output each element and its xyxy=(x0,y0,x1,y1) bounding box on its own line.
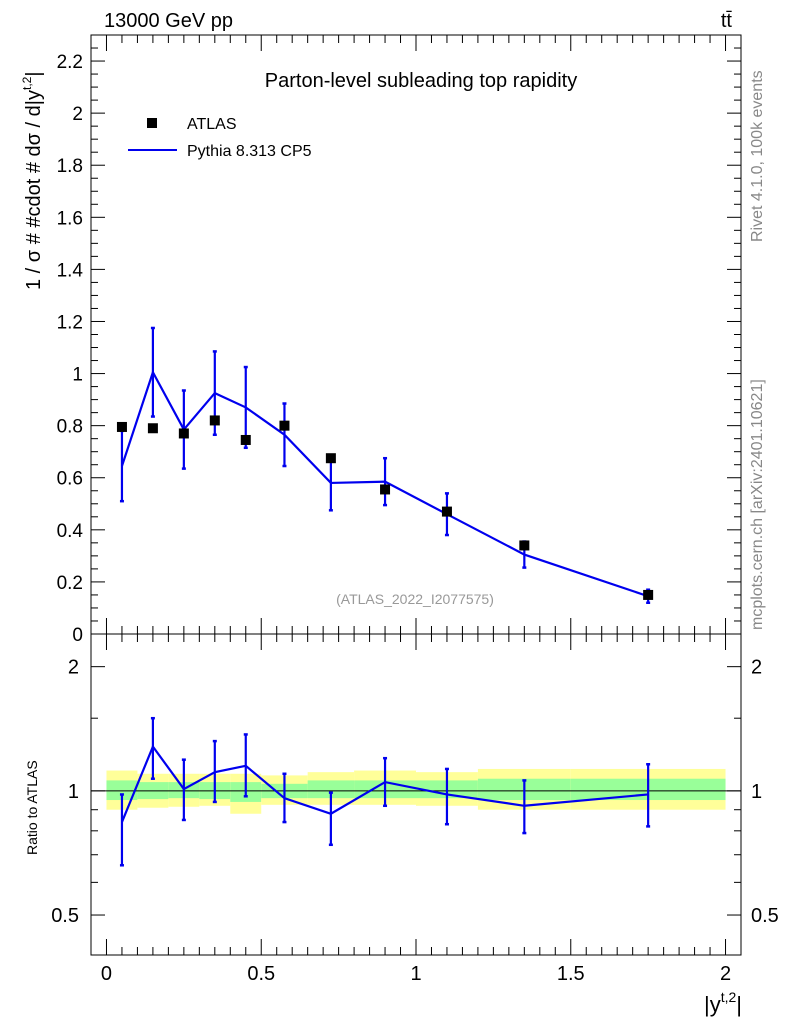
atlas-point xyxy=(441,506,452,517)
main-y-axis-label: 1 / σ # #cdot # dσ / d|yt,2| xyxy=(20,71,45,290)
ratio-y-tick-label-right: 0.5 xyxy=(751,905,779,927)
legend-marker-atlas xyxy=(147,118,157,128)
x-tick-label: 1 xyxy=(410,963,421,985)
main-y-tick-label: 0.4 xyxy=(57,521,84,542)
main-y-tick-label: 1 xyxy=(72,365,83,386)
main-y-tick-label: 0.2 xyxy=(57,573,83,594)
atlas-point xyxy=(116,421,127,432)
ratio-band-green xyxy=(307,780,355,799)
legend-label-atlas: ATLAS xyxy=(187,116,237,133)
ratio-y-tick-label: 2 xyxy=(68,657,79,679)
analysis-label: (ATLAS_2022_I2077575) xyxy=(336,591,494,607)
ratio-y-axis-label: Ratio to ATLAS xyxy=(24,760,40,855)
main-y-tick-label: 1.6 xyxy=(57,208,83,229)
ratio-panel: 0.5 0.5 1 1 2 2 0 0.5 1 1.5 2 Ratio to ATLAS |yt,… xyxy=(24,633,779,1017)
main-panel: 0 0.2 0.4 0.6 0.8 1 1.2 1.4 1.6 1.8 2 2.2 Parton-le… xyxy=(20,34,742,646)
main-y-tick-label: 0 xyxy=(72,625,83,646)
process-label: tt̄ xyxy=(721,10,733,32)
atlas-point xyxy=(380,484,391,495)
ratio-y-tick-label-right: 2 xyxy=(751,657,762,679)
atlas-point xyxy=(147,423,158,434)
legend-label-mc: Pythia 8.313 CP5 xyxy=(187,143,312,160)
ratio-y-tick-label: 1 xyxy=(68,781,79,803)
atlas-point xyxy=(240,434,251,445)
atlas-point xyxy=(279,420,290,431)
ratio-x-ticks: 0 0.5 1 1.5 2 xyxy=(101,634,731,985)
x-tick-label: 0 xyxy=(101,963,112,985)
legend: ATLAS Pythia 8.313 CP5 xyxy=(128,116,312,160)
mcplots-label: mcplots.cern.ch [arXiv:2401.10621] xyxy=(749,379,766,630)
ratio-y-tick-label-right: 1 xyxy=(751,781,762,803)
ratio-bands xyxy=(106,768,726,814)
main-y-tick-label: 0.6 xyxy=(57,469,83,490)
main-y-tick-label: 2 xyxy=(72,104,83,125)
x-axis-label: |yt,2| xyxy=(704,989,742,1017)
mc-line xyxy=(120,369,649,598)
atlas-point xyxy=(209,415,220,426)
x-tick-label: 1.5 xyxy=(557,963,585,985)
atlas-points xyxy=(116,415,654,600)
ratio-band-green xyxy=(106,780,138,801)
ratio-y-ticks: 0.5 0.5 1 1 2 2 xyxy=(51,657,779,927)
ratio-y-tick-label: 0.5 xyxy=(51,905,79,927)
main-y-tick-label: 1.4 xyxy=(57,260,84,281)
ratio-line xyxy=(120,744,649,823)
main-title: Parton-level subleading top rapidity xyxy=(265,70,577,92)
main-y-tick-label: 1.8 xyxy=(57,156,83,177)
x-tick-label: 2 xyxy=(720,963,731,985)
atlas-point xyxy=(519,540,530,551)
main-y-tick-label: 0.8 xyxy=(57,417,83,438)
main-x-ticks xyxy=(105,35,727,634)
ratio-error-bars xyxy=(119,716,651,867)
atlas-point xyxy=(325,453,336,464)
atlas-point xyxy=(178,428,189,439)
x-tick-label: 0.5 xyxy=(247,963,275,985)
main-y-ticks: 0 0.2 0.4 0.6 0.8 1 1.2 1.4 1.6 1.8 2 2.2 xyxy=(57,34,741,646)
rivet-label: Rivet 4.1.0, 100k events xyxy=(749,70,766,242)
energy-label: 13000 GeV pp xyxy=(104,10,233,32)
atlas-point xyxy=(643,589,654,600)
main-y-tick-label: 2.2 xyxy=(57,52,83,73)
main-y-tick-label: 1.2 xyxy=(57,312,83,333)
mc-error-bars xyxy=(119,326,651,604)
